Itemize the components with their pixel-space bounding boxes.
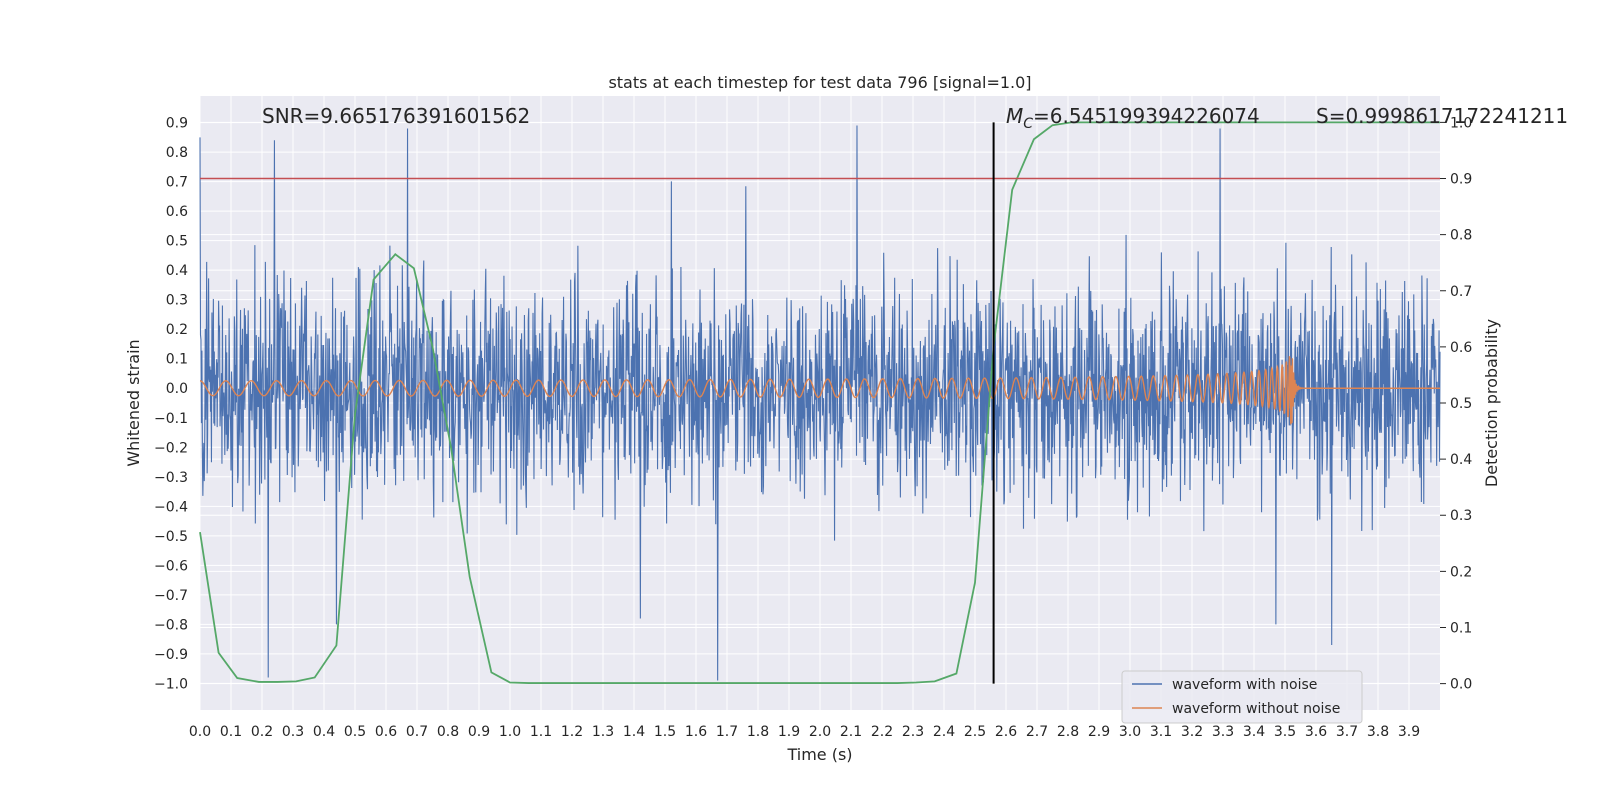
x-tick-label: 1.4 bbox=[623, 724, 645, 740]
mc-subscript: C bbox=[1023, 116, 1033, 132]
x-tick-label: 3.3 bbox=[1212, 724, 1234, 740]
x-tick-label: 3.5 bbox=[1274, 724, 1296, 740]
y-tick-label: 0.2 bbox=[166, 322, 188, 338]
y2-tick-label: 1.0 bbox=[1450, 115, 1472, 131]
x-tick-label: 3.6 bbox=[1305, 724, 1327, 740]
y-tick-label: 0.1 bbox=[166, 352, 188, 368]
s-annotation: S=0.9998617172241211 bbox=[1316, 104, 1568, 128]
series-waveform-without-noise bbox=[199, 355, 1440, 425]
x-tick-label: 1.6 bbox=[685, 724, 707, 740]
x-tick-label: 2.8 bbox=[1057, 724, 1079, 740]
y2-tick-label: 0.8 bbox=[1450, 228, 1472, 244]
y-tick-label: 0.7 bbox=[166, 175, 188, 191]
y2-tick-label: 0.4 bbox=[1450, 452, 1472, 468]
y2-tick-label: 0.9 bbox=[1450, 172, 1472, 188]
y-tick-label: 0.0 bbox=[166, 381, 188, 397]
x-tick-label: 2.2 bbox=[871, 724, 893, 740]
y-tick-label: −0.4 bbox=[154, 499, 188, 515]
x-tick-label: 2.1 bbox=[840, 724, 862, 740]
y2-tick-label: 0.3 bbox=[1450, 508, 1472, 524]
x-tick-label: 1.7 bbox=[716, 724, 738, 740]
series-detection-probability bbox=[199, 121, 1440, 684]
x-tick-label: 2.0 bbox=[809, 724, 831, 740]
legend: waveform with noise waveform without noi… bbox=[1121, 670, 1363, 724]
y-tick-label: −0.9 bbox=[154, 647, 188, 663]
x-tick-label: 3.2 bbox=[1181, 724, 1203, 740]
x-tick-label: 1.3 bbox=[592, 724, 614, 740]
series-layer bbox=[199, 125, 1441, 681]
y2-tick-label: 0.1 bbox=[1450, 620, 1472, 636]
x-tick-label: 3.4 bbox=[1243, 724, 1265, 740]
y-tick-label: −0.2 bbox=[154, 440, 188, 456]
x-tick-label: 3.1 bbox=[1150, 724, 1172, 740]
y2-tick-label: 0.6 bbox=[1450, 340, 1472, 356]
y-tick-label: −0.8 bbox=[154, 617, 188, 633]
chart-title: stats at each timestep for test data 796… bbox=[608, 73, 1031, 92]
mc-annotation: MC=6.545199394226074 bbox=[1006, 104, 1260, 132]
x-axis-title: Time (s) bbox=[786, 745, 852, 764]
x-tick-label: 2.6 bbox=[995, 724, 1017, 740]
x-tick-label: 2.9 bbox=[1088, 724, 1110, 740]
x-tick-label: 2.4 bbox=[933, 724, 955, 740]
mc-value: =6.545199394226074 bbox=[1033, 104, 1260, 128]
y2-tick-label: 0.2 bbox=[1450, 564, 1472, 580]
snr-annotation: SNR=9.665176391601562 bbox=[262, 104, 530, 128]
x-tick-label: 0.3 bbox=[282, 724, 304, 740]
x-tick-label: 2.5 bbox=[964, 724, 986, 740]
y-tick-label: 0.9 bbox=[166, 116, 188, 132]
legend-box bbox=[1121, 670, 1363, 724]
x-tick-label: 1.5 bbox=[654, 724, 676, 740]
x-tick-label: 3.8 bbox=[1367, 724, 1389, 740]
y-tick-label: −0.1 bbox=[154, 411, 188, 427]
y-tick-label: −0.6 bbox=[154, 558, 188, 574]
x-tick-label: 0.1 bbox=[220, 724, 242, 740]
x-tick-label: 0.2 bbox=[251, 724, 273, 740]
x-tick-label: 3.0 bbox=[1119, 724, 1141, 740]
y2-tick-label: 0.7 bbox=[1450, 284, 1472, 300]
y-tick-label: 0.8 bbox=[166, 145, 188, 161]
tick-layer: 0.0 0.1 0.2 0.3 0.4 0.5 0.6 0.7 0.8 0.9 1.0 1.1 1.2 1… bbox=[154, 115, 1472, 740]
y-tick-label: −0.3 bbox=[154, 470, 188, 486]
x-tick-label: 2.3 bbox=[902, 724, 924, 740]
y-tick-label: 0.6 bbox=[166, 204, 188, 220]
x-tick-label: 3.7 bbox=[1336, 724, 1358, 740]
mc-symbol: M bbox=[1006, 104, 1023, 128]
x-tick-label: 1.2 bbox=[561, 724, 583, 740]
y2-tick-label: 0.0 bbox=[1450, 677, 1472, 693]
x-tick-label: 3.9 bbox=[1398, 724, 1420, 740]
x-tick-label: 2.7 bbox=[1026, 724, 1048, 740]
legend-label-clean: waveform without noise bbox=[1172, 701, 1340, 717]
x-tick-label: 0.6 bbox=[375, 724, 397, 740]
x-tick-label: 0.0 bbox=[189, 724, 211, 740]
legend-label-noisy: waveform with noise bbox=[1172, 677, 1317, 693]
x-tick-label: 1.8 bbox=[747, 724, 769, 740]
y-tick-label: 0.3 bbox=[166, 293, 188, 309]
x-tick-label: 1.1 bbox=[530, 724, 552, 740]
y-tick-label: −0.5 bbox=[154, 529, 188, 545]
y2-tick-label: 0.5 bbox=[1450, 396, 1472, 412]
y2-axis-title: Detection probability bbox=[1482, 319, 1501, 487]
x-tick-label: 0.4 bbox=[313, 724, 335, 740]
x-tick-label: 0.9 bbox=[468, 724, 490, 740]
y-tick-label: −0.7 bbox=[154, 588, 188, 604]
x-tick-label: 1.0 bbox=[499, 724, 521, 740]
x-tick-label: 0.5 bbox=[344, 724, 366, 740]
overlay-layer bbox=[199, 121, 1440, 684]
y-tick-label: 0.5 bbox=[166, 234, 188, 250]
y-tick-label: 0.4 bbox=[166, 263, 188, 279]
y-axis-title: Whitened strain bbox=[124, 339, 143, 466]
x-tick-label: 1.9 bbox=[778, 724, 800, 740]
y-tick-label: −1.0 bbox=[154, 676, 188, 692]
x-tick-label: 0.8 bbox=[437, 724, 459, 740]
x-tick-label: 0.7 bbox=[406, 724, 428, 740]
